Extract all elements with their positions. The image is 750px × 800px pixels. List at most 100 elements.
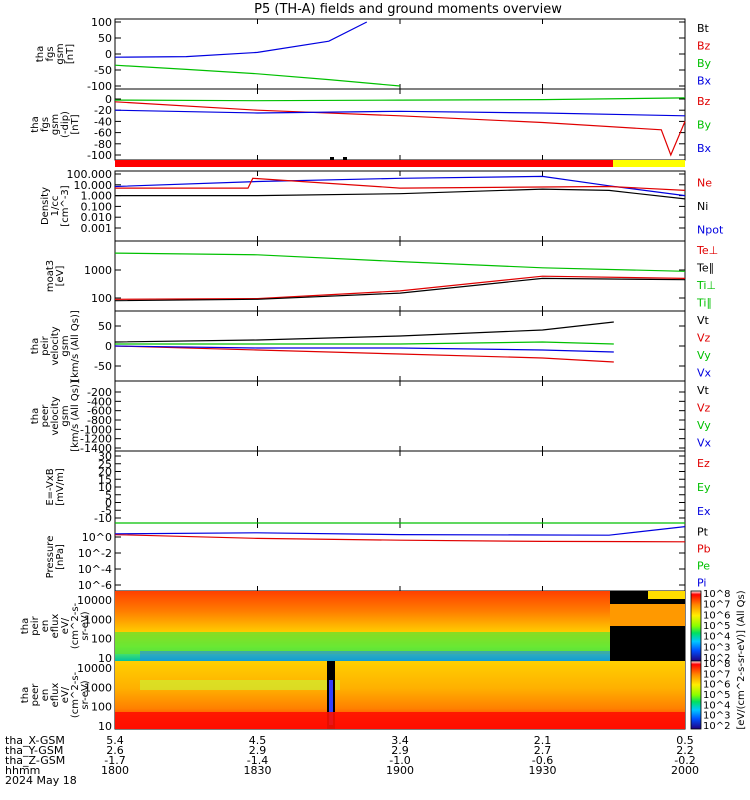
electron-spectrogram-gap-fill	[329, 680, 333, 725]
legend-entry: Npot	[697, 223, 724, 236]
y-tick-label: -200	[87, 386, 112, 399]
ephemeris-label: 2024 May 18	[5, 774, 77, 787]
ion-spectrogram-green-band	[115, 632, 610, 654]
ephemeris-label: hhmm	[5, 764, 40, 777]
y-tick-label: 0.100	[81, 200, 113, 213]
y-tick-label: 100	[91, 701, 112, 714]
ephemeris-value: 0.5	[676, 734, 694, 747]
y-axis-label: Density	[40, 187, 51, 225]
y-axis-label: eV/	[60, 617, 71, 634]
panel-p4: 1000 100 moat3 [eV] Te⊥ Te∥ Ti⊥ Ti∥	[45, 240, 718, 312]
series-line-p4-Te⊥	[114, 275, 686, 300]
ephemeris-value: 2.9	[391, 744, 409, 757]
y-tick-label: 1000	[84, 681, 112, 694]
legend-entry: Ez	[697, 457, 710, 470]
series-line-p1-By	[114, 64, 401, 87]
y-axis-label: [km/s (All Qs)]	[70, 380, 81, 452]
y-axis-label: [nPa]	[55, 544, 66, 570]
y-tick-label: 0	[105, 48, 112, 61]
mode-bar-gap	[343, 157, 347, 160]
legend-entry: Te⊥	[696, 244, 718, 257]
colorbar-tick-label: 10^2	[703, 721, 730, 732]
y-axis-label: (cm^2-s-	[70, 602, 81, 649]
colorbar-tick-label: 10^5	[703, 621, 730, 632]
y-axis-label: tha	[30, 408, 41, 424]
y-axis-label: tha	[20, 687, 31, 703]
y-axis-label: peir	[30, 615, 41, 635]
y-axis-label: [nT]	[70, 114, 81, 134]
legend-entry: Vz	[697, 401, 711, 414]
y-tick-label: 0	[105, 497, 112, 510]
y-tick-label: 25	[98, 458, 112, 471]
legend-entry: Ni	[697, 200, 708, 213]
legend-entry: Bt	[697, 22, 710, 35]
colorbar-ticks-upper: 10^810^710^610^510^410^310^2	[703, 589, 730, 664]
legend-entry: By	[697, 119, 712, 132]
y-tick-label: -50	[94, 64, 112, 77]
y-axis-label: peer	[30, 683, 41, 707]
y-tick-label: 10^0	[82, 531, 112, 544]
y-tick-label: 10	[98, 481, 112, 494]
y-axis-label: fgs	[45, 46, 56, 61]
legend-entry: Ti⊥	[696, 279, 716, 292]
colorbar-ticks-lower: 10^810^710^610^510^410^310^2	[703, 659, 730, 732]
panel-frame	[114, 240, 686, 312]
y-axis-label: [eV]	[55, 266, 66, 287]
legend-entry: Pb	[697, 543, 711, 556]
series-line-p2-Bz	[114, 101, 686, 157]
electron-spectrogram-band	[140, 680, 340, 690]
y-tick-label: 100	[91, 633, 112, 646]
legend-entry: Ti∥	[696, 296, 712, 309]
panel-frame	[114, 380, 686, 452]
ion-spectrogram	[115, 591, 685, 661]
electron-spectrogram-low-energy	[115, 712, 685, 729]
y-axis-label: eflux	[50, 614, 61, 639]
y-tick-label: -800	[87, 414, 112, 427]
y-tick-label: 10.000	[74, 179, 113, 192]
ephemeris-value: -1.0	[389, 754, 410, 767]
y-tick-label: 10^-4	[78, 563, 112, 576]
y-tick-label: -600	[87, 405, 112, 418]
colorbar-upper	[690, 590, 702, 662]
ion-spectrogram-high-mode-fill	[610, 604, 685, 626]
y-axis-label: moat3	[45, 260, 56, 292]
legend-entry: Vz	[697, 331, 711, 344]
y-tick-label: -100	[87, 80, 112, 93]
y-axis-label: sr-eV)	[80, 680, 91, 709]
ephemeris-label: tha_Y-GSM	[5, 744, 63, 757]
y-tick-label: -400	[87, 395, 112, 408]
series-line-p4-Te∥	[114, 277, 686, 302]
legend-entry: Bz	[697, 95, 711, 108]
legend-entry: Bz	[697, 39, 711, 52]
legend-entry: Vx	[697, 366, 712, 379]
legend-entry: Vx	[697, 436, 712, 449]
y-axis-label: [nT]	[65, 44, 76, 64]
y-tick-label: 100.000	[67, 168, 113, 181]
y-tick-label: 20	[98, 466, 112, 479]
y-tick-label: -60	[94, 127, 112, 140]
mode-bar-yellow	[613, 160, 685, 167]
ephemeris-value: 2.1	[534, 734, 552, 747]
y-axis-label: Pressure	[45, 536, 56, 579]
y-axis-label: tha	[20, 618, 31, 634]
colorbar-tick-label: 10^7	[703, 600, 730, 611]
y-axis-label: en	[40, 620, 51, 633]
y-axis-label: gsm	[50, 114, 61, 135]
y-axis-label: gsm	[60, 335, 71, 356]
y-axis-label: gsm	[55, 43, 66, 64]
electron-spectrogram	[115, 661, 685, 729]
y-axis-label: tha	[30, 116, 41, 132]
ephemeris-value: 1800	[101, 764, 129, 777]
figure-title: P5 (TH-A) fields and ground moments over…	[254, 2, 562, 17]
ephemeris-value: 2.9	[249, 744, 267, 757]
y-tick-label: 100	[91, 292, 112, 305]
ephemeris-value: 1830	[244, 764, 272, 777]
legend-entry: Pt	[697, 526, 709, 539]
y-tick-label: 10	[98, 720, 112, 733]
legend-entry: Pe	[697, 560, 710, 573]
legend-entry: Bx	[697, 74, 712, 87]
series-line-p3-Ni	[115, 188, 686, 200]
y-tick-label: 10	[98, 652, 112, 665]
colorbar-tick-label: 10^5	[703, 690, 730, 701]
